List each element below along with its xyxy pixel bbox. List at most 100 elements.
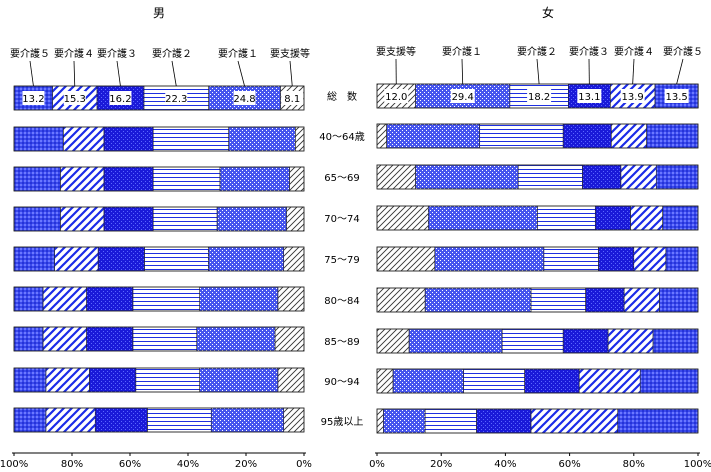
left-x-tick-label: 100% bbox=[0, 459, 28, 470]
right-value-label: 18.2 bbox=[528, 92, 550, 103]
left-legend-label: 要介護４ bbox=[54, 47, 94, 60]
category-label: 90～94 bbox=[324, 377, 359, 388]
category-label: 95歳以上 bbox=[321, 416, 364, 428]
right-value-box bbox=[577, 89, 602, 103]
left-bar-segment bbox=[132, 286, 200, 312]
left-bar-segment bbox=[286, 206, 305, 232]
right-bar-segment bbox=[537, 205, 596, 231]
left-bar-segment bbox=[103, 126, 154, 152]
left-bar-outline bbox=[13, 206, 305, 232]
right-value-label: 13.5 bbox=[666, 92, 688, 103]
left-bar-segment bbox=[283, 246, 305, 272]
category-label: 総 数 bbox=[327, 90, 357, 103]
right-bar-segment bbox=[598, 246, 635, 272]
left-bar-segment bbox=[152, 206, 218, 232]
left-bar-segment bbox=[42, 326, 87, 352]
right-bar-segment bbox=[594, 205, 631, 231]
left-bar-segment bbox=[86, 326, 134, 352]
left-value-label: 22.3 bbox=[165, 94, 187, 105]
right-bar-segment bbox=[562, 328, 609, 354]
right-bar-segment bbox=[607, 328, 654, 354]
left-bar-segment bbox=[97, 246, 145, 272]
right-legend-label: 要介護３ bbox=[569, 45, 609, 58]
left-bar-segment bbox=[228, 126, 296, 152]
left-bar-segment bbox=[147, 407, 212, 433]
left-bar-segment bbox=[62, 126, 105, 152]
right-x-tick-label: 60% bbox=[558, 459, 580, 470]
left-bar-segment bbox=[45, 367, 90, 393]
left-legend-label: 要介護２ bbox=[152, 47, 192, 60]
right-value-box bbox=[384, 89, 409, 103]
left-bar-segment bbox=[13, 206, 61, 232]
left-value-box bbox=[22, 91, 45, 105]
right-x-tick-label: 100% bbox=[684, 459, 711, 470]
right-value-box bbox=[664, 89, 689, 103]
right-bar-segment bbox=[662, 205, 699, 231]
right-bar-outline bbox=[376, 368, 699, 394]
left-bar-segment bbox=[152, 126, 229, 152]
category-label: 75～79 bbox=[324, 255, 359, 266]
left-bar-segment bbox=[103, 206, 154, 232]
right-bar-segment bbox=[376, 164, 416, 190]
right-bar-segment bbox=[646, 123, 699, 149]
right-bar-segment bbox=[476, 408, 532, 434]
right-bar-outline bbox=[376, 164, 699, 190]
left-bar-outline bbox=[13, 85, 305, 111]
left-legend-leader bbox=[237, 60, 245, 87]
left-bar-segment bbox=[60, 166, 105, 192]
left-bar-segment bbox=[89, 367, 137, 393]
right-bar-segment bbox=[376, 408, 384, 434]
left-legend-leader bbox=[73, 60, 76, 87]
left-bar-outline bbox=[13, 367, 305, 393]
right-value-label: 13.9 bbox=[622, 92, 644, 103]
left-bar-segment bbox=[199, 367, 279, 393]
left-bar-outline bbox=[13, 326, 305, 352]
right-legend-label: 要介護４ bbox=[614, 45, 654, 58]
right-bar-segment bbox=[424, 287, 532, 313]
left-bar-segment bbox=[152, 166, 221, 192]
right-bar-outline bbox=[376, 246, 699, 272]
left-bar-segment bbox=[216, 206, 287, 232]
left-bar-segment bbox=[13, 367, 47, 393]
left-bar-segment bbox=[45, 407, 96, 433]
right-x-tick-label: 40% bbox=[494, 459, 516, 470]
right-panel-title: 女 bbox=[542, 5, 554, 20]
left-legend-leader bbox=[171, 60, 177, 87]
right-bar-outline bbox=[376, 83, 699, 109]
right-bar-segment bbox=[463, 368, 525, 394]
right-bar-segment bbox=[623, 287, 660, 313]
left-legend-label: 要支援等 bbox=[270, 47, 310, 60]
right-bar-segment bbox=[639, 368, 699, 394]
right-bar-segment bbox=[501, 328, 564, 354]
right-bar-segment bbox=[652, 328, 699, 354]
right-bar-segment bbox=[376, 123, 387, 149]
left-bar-segment bbox=[13, 126, 64, 152]
right-legend-leader bbox=[632, 58, 635, 85]
left-bar-segment bbox=[13, 407, 47, 433]
right-bar-segment bbox=[578, 368, 641, 394]
right-x-tick-label: 80% bbox=[623, 459, 645, 470]
left-bar-segment bbox=[13, 166, 61, 192]
left-x-tick-label: 60% bbox=[119, 459, 141, 470]
right-legend-label: 要介護１ bbox=[442, 45, 482, 58]
left-bar-outline bbox=[13, 246, 305, 272]
right-bar-segment bbox=[655, 164, 699, 190]
left-x-tick-label: 20% bbox=[235, 459, 257, 470]
right-bar-segment bbox=[582, 164, 622, 190]
right-legend-leader bbox=[461, 58, 464, 85]
right-bar-segment bbox=[665, 246, 699, 272]
left-legend-label: 要介護１ bbox=[218, 47, 258, 60]
right-bar-segment bbox=[524, 368, 580, 394]
right-bar-segment bbox=[479, 123, 564, 149]
right-bar-segment bbox=[434, 246, 545, 272]
right-bar-outline bbox=[376, 328, 699, 354]
right-bar-outline bbox=[376, 205, 699, 231]
left-value-box bbox=[233, 91, 256, 105]
left-bar-segment bbox=[103, 166, 154, 192]
left-bar-segment bbox=[294, 126, 305, 152]
right-bar-segment bbox=[562, 123, 612, 149]
right-bar-segment bbox=[376, 368, 394, 394]
right-bar-segment bbox=[633, 246, 667, 272]
left-bar-segment bbox=[283, 407, 305, 433]
right-value-box bbox=[527, 89, 552, 103]
